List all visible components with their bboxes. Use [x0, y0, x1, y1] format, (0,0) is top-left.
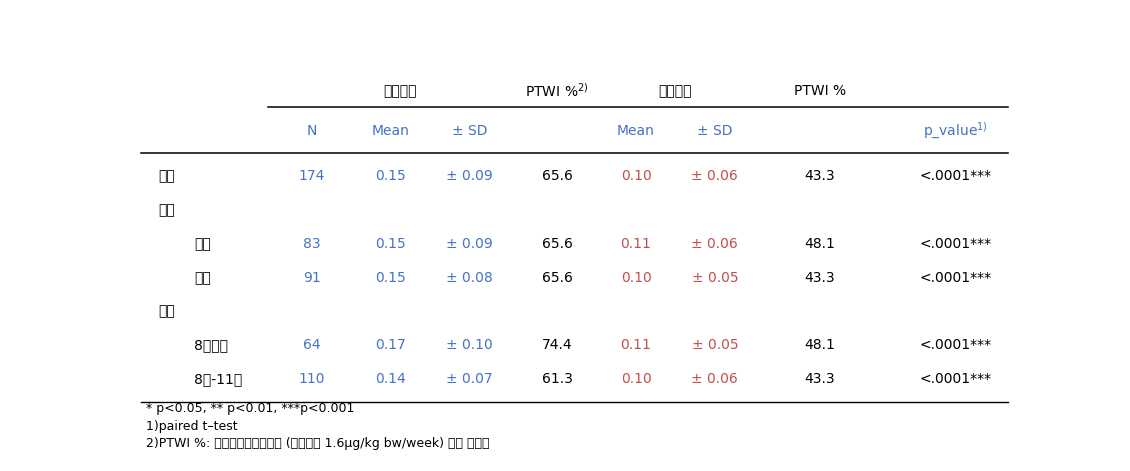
Text: <.0001***: <.0001*** [920, 372, 992, 386]
Text: 65.6: 65.6 [541, 169, 573, 183]
Text: 64: 64 [303, 339, 321, 352]
Text: <.0001***: <.0001*** [920, 169, 992, 183]
Text: ± 0.05: ± 0.05 [692, 339, 738, 352]
Text: ± 0.08: ± 0.08 [446, 271, 493, 285]
Text: PTWI %: PTWI % [794, 84, 846, 98]
Text: 0.15: 0.15 [375, 237, 406, 251]
Text: 65.6: 65.6 [541, 271, 573, 285]
Text: 남성: 남성 [194, 237, 210, 251]
Text: 0.10: 0.10 [620, 372, 651, 386]
Text: 추적조사: 추적조사 [659, 84, 693, 98]
Text: ± 0.09: ± 0.09 [446, 237, 493, 251]
Text: 174: 174 [298, 169, 325, 183]
Text: PTWI %$^{2)}$: PTWI %$^{2)}$ [525, 82, 589, 100]
Text: 110: 110 [298, 372, 325, 386]
Text: * p<0.05, ** p<0.01, ***p<0.001: * p<0.05, ** p<0.01, ***p<0.001 [146, 402, 354, 415]
Text: 8세이하: 8세이하 [194, 339, 228, 352]
Text: 65.6: 65.6 [541, 237, 573, 251]
Text: ± 0.05: ± 0.05 [692, 271, 738, 285]
Text: <.0001***: <.0001*** [920, 237, 992, 251]
Text: 연령: 연령 [158, 305, 175, 318]
Text: 성별: 성별 [158, 203, 175, 217]
Text: 0.11: 0.11 [620, 237, 652, 251]
Text: 48.1: 48.1 [805, 339, 835, 352]
Text: <.0001***: <.0001*** [920, 339, 992, 352]
Text: Mean: Mean [617, 124, 655, 138]
Text: 61.3: 61.3 [541, 372, 573, 386]
Text: N: N [307, 124, 318, 138]
Text: Mean: Mean [372, 124, 410, 138]
Text: 0.14: 0.14 [375, 372, 406, 386]
Text: <.0001***: <.0001*** [920, 271, 992, 285]
Text: 43.3: 43.3 [805, 271, 835, 285]
Text: 0.17: 0.17 [375, 339, 406, 352]
Text: 1)paired t–test: 1)paired t–test [146, 420, 237, 433]
Text: 43.3: 43.3 [805, 372, 835, 386]
Text: 91: 91 [303, 271, 321, 285]
Text: ± 0.07: ± 0.07 [446, 372, 493, 386]
Text: ± 0.06: ± 0.06 [692, 237, 738, 251]
Text: 기반조사: 기반조사 [383, 84, 416, 98]
Text: 2)PTWI %: 잌정주간섭취허용량 (메횸수은 1.6μg/kg bw/week) 대비 섭취율: 2)PTWI %: 잌정주간섭취허용량 (메횸수은 1.6μg/kg bw/we… [146, 438, 489, 450]
Text: 0.15: 0.15 [375, 271, 406, 285]
Text: 43.3: 43.3 [805, 169, 835, 183]
Text: ± 0.10: ± 0.10 [446, 339, 493, 352]
Text: 0.11: 0.11 [620, 339, 652, 352]
Text: 0.15: 0.15 [375, 169, 406, 183]
Text: 8세-11세: 8세-11세 [194, 372, 242, 386]
Text: 74.4: 74.4 [542, 339, 573, 352]
Text: ± 0.06: ± 0.06 [692, 372, 738, 386]
Text: 0.10: 0.10 [620, 169, 651, 183]
Text: 83: 83 [303, 237, 321, 251]
Text: ± 0.09: ± 0.09 [446, 169, 493, 183]
Text: 여성: 여성 [194, 271, 210, 285]
Text: ± 0.06: ± 0.06 [692, 169, 738, 183]
Text: 48.1: 48.1 [805, 237, 835, 251]
Text: 전체: 전체 [158, 169, 175, 183]
Text: 0.10: 0.10 [620, 271, 651, 285]
Text: ± SD: ± SD [697, 124, 732, 138]
Text: p_value$^{1)}$: p_value$^{1)}$ [923, 121, 988, 141]
Text: ± SD: ± SD [452, 124, 487, 138]
